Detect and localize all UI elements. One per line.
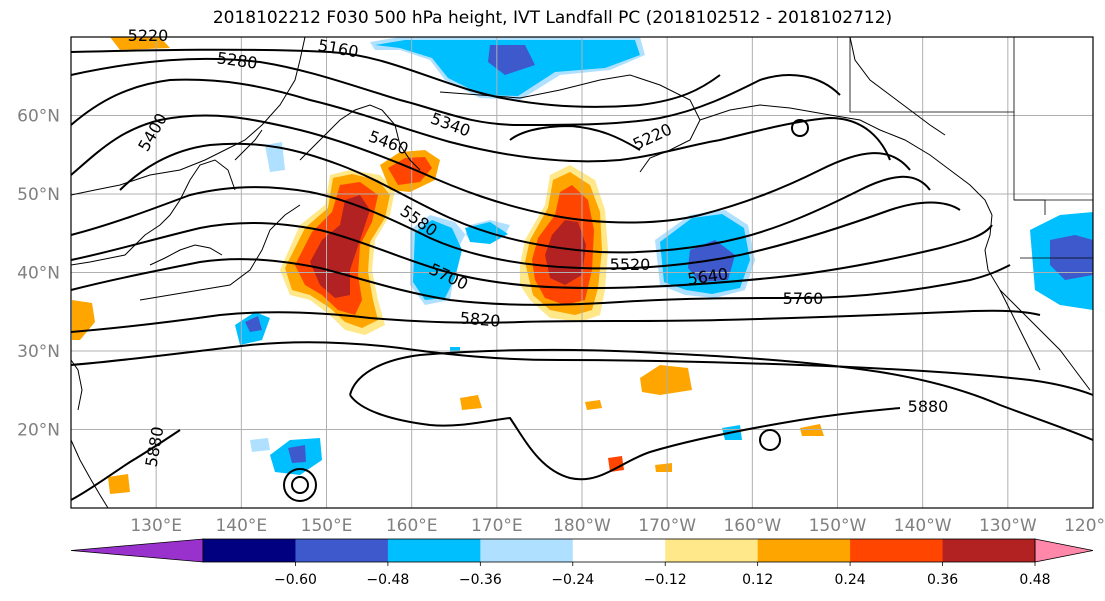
lon-tick-label: 140°W [894, 516, 952, 536]
colorbar-tick-label: 0.48 [1019, 572, 1050, 588]
lon-tick-label: 120°W [1064, 516, 1105, 536]
longitude-tick-labels: 130°E 140°E 150°E 160°E 170°E 180°W 170°W 160°W… [130, 516, 1105, 536]
colorbar-tick-label: −0.48 [366, 572, 409, 588]
political-boundaries [849, 37, 1093, 259]
lon-tick-label: 170°W [638, 516, 696, 536]
colorbar-tick-label: −0.24 [551, 572, 594, 588]
height-contours [70, 48, 1094, 502]
colorbar-segment [480, 539, 574, 562]
lon-tick-label: 160°W [723, 516, 781, 536]
contour-label: 5520 [610, 255, 651, 274]
contour-label: 5880 [908, 397, 949, 416]
colorbar-tick-label: 0.24 [835, 572, 866, 588]
colorbar: −0.60 −0.48 −0.36 −0.24 −0.12 0.12 0.24 0.36 0.4… [70, 538, 1094, 588]
colorbar-extend-high [1034, 538, 1094, 563]
lon-tick-label: 140°E [215, 516, 267, 536]
colorbar-segment [665, 539, 759, 562]
colorbar-tick-label: −0.12 [644, 572, 687, 588]
contour-label: 5220 [128, 26, 169, 45]
colorbar-segment [757, 539, 851, 562]
lat-tick-label: 30°N [17, 342, 60, 362]
lon-tick-label: 150°W [809, 516, 867, 536]
map-title: 2018102212 F030 500 hPa height, IVT Land… [212, 8, 893, 28]
lon-tick-label: 150°E [301, 516, 353, 536]
latitude-tick-labels: 20°N 30°N 40°N 50°N 60°N [17, 107, 60, 441]
colorbar-tick-label: −0.36 [459, 572, 502, 588]
contour-label: 5820 [459, 308, 501, 330]
lon-tick-label: 130°W [979, 516, 1037, 536]
lat-tick-label: 60°N [17, 107, 60, 127]
colorbar-tick-label: 0.36 [927, 572, 958, 588]
lon-tick-label: 160°E [386, 516, 438, 536]
ivt-positive-shading [72, 37, 824, 494]
colorbar-segment [387, 539, 481, 562]
lon-tick-label: 130°E [130, 516, 182, 536]
lat-tick-label: 40°N [17, 264, 60, 284]
colorbar-segment [295, 539, 389, 562]
map-frame [70, 36, 1094, 509]
colorbar-tick-label: 0.12 [742, 572, 773, 588]
lon-tick-label: 170°E [471, 516, 523, 536]
colorbar-segment [850, 539, 944, 562]
lat-tick-label: 20°N [17, 421, 60, 441]
lat-tick-label: 50°N [17, 185, 60, 205]
colorbar-frame [202, 538, 1036, 563]
colorbar-segment [942, 539, 1036, 562]
lon-tick-label: 180°W [553, 516, 611, 536]
colorbar-extend-low [70, 538, 204, 563]
colorbar-segment [572, 539, 666, 562]
colorbar-segment [203, 539, 296, 562]
colorbar-tick-label: −0.60 [274, 572, 317, 588]
contour-label: 5760 [783, 289, 824, 308]
